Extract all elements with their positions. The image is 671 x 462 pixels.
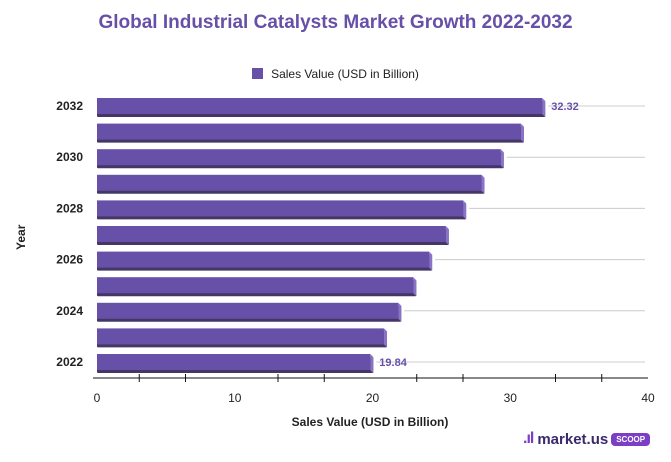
legend: Sales Value (USD in Billion) (0, 67, 671, 81)
bar-side (542, 98, 546, 117)
bar-2023 (97, 328, 384, 345)
logo-icon: .ıl (523, 430, 534, 447)
data-label: 32.32 (551, 101, 579, 113)
bar-2029 (97, 174, 482, 191)
bar-side (445, 226, 449, 245)
x-tick-label: 0 (94, 391, 101, 405)
bar-2027 (97, 226, 446, 242)
bar-2028 (97, 200, 464, 217)
x-tick-label: 20 (366, 391, 380, 405)
y-tick-label: 2026 (56, 253, 83, 267)
market-us-logo: .ıl market.us SCOOP (523, 430, 651, 448)
bar-side (520, 123, 524, 143)
x-axis-label: Sales Value (USD in Billion) (291, 415, 449, 429)
bar-side (413, 277, 417, 297)
logo-badge: SCOOP (611, 432, 651, 446)
y-tick-label: 2024 (56, 304, 83, 318)
bar-side (463, 200, 467, 220)
bar-2030 (97, 149, 501, 166)
bar-2025 (97, 277, 414, 294)
bar-side (429, 251, 433, 271)
y-tick-label: 2028 (56, 201, 83, 215)
bar-2024 (97, 302, 399, 319)
bar-side (500, 149, 504, 169)
logo-wordmark: market.us (537, 430, 609, 448)
y-tick-label: 2022 (56, 355, 83, 369)
data-label: 19.84 (379, 357, 407, 369)
legend-label: Sales Value (USD in Billion) (271, 67, 419, 81)
x-tick-label: 30 (504, 391, 518, 405)
bar-side (370, 354, 374, 373)
bar-2031 (97, 123, 521, 140)
bar-side (481, 174, 485, 194)
bar-2032 (97, 98, 543, 114)
bar-side (383, 328, 387, 348)
legend-swatch (252, 68, 264, 79)
bar-2022 (97, 354, 371, 370)
x-tick-label: 40 (641, 391, 655, 405)
bar-side (398, 302, 402, 322)
bar-2026 (97, 251, 430, 268)
x-tick-label: 10 (228, 391, 242, 405)
chart-title: Global Industrial Catalysts Market Growt… (98, 12, 573, 33)
y-tick-label: 2030 (56, 150, 83, 164)
y-tick-label: 2032 (56, 99, 83, 113)
